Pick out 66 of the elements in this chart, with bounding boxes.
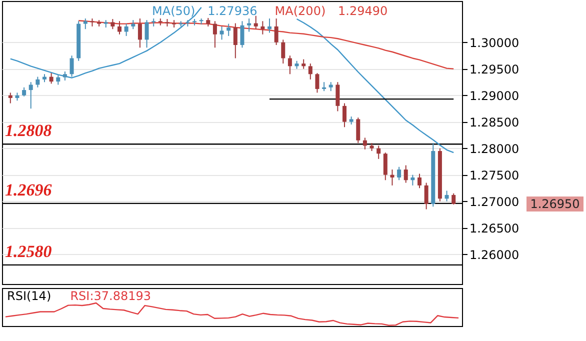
candlestick	[397, 166, 402, 181]
y-tick-label: 1.27000	[470, 194, 520, 209]
candlestick	[254, 15, 258, 30]
y-tick-label: 1.30000	[470, 36, 520, 50]
candlestick	[336, 82, 340, 112]
candlestick	[36, 76, 40, 88]
candlestick	[274, 18, 278, 46]
candlestick	[322, 82, 326, 92]
candlestick	[118, 20, 122, 35]
candlestick	[376, 145, 381, 160]
candlestick	[28, 82, 33, 110]
candlestick	[302, 58, 306, 70]
candlestick	[212, 20, 217, 48]
y-tick-label: 1.29000	[470, 88, 520, 103]
candlestick	[410, 174, 415, 186]
candlestick	[226, 23, 231, 36]
candlestick	[288, 55, 292, 75]
candlestick	[233, 22, 238, 59]
candlestick	[138, 18, 142, 48]
y-tick-label: 1.27500	[470, 168, 520, 182]
series-label: MA(50)	[152, 4, 196, 18]
candlestick	[268, 18, 272, 34]
candlestick	[356, 117, 360, 144]
series-label: RSI:37.88193	[70, 289, 151, 303]
annotation: 1.29490	[338, 4, 388, 18]
candlestick	[362, 137, 367, 150]
candlestick	[8, 92, 12, 104]
y-tick-label: 1.29500	[470, 62, 520, 76]
candlestick	[383, 152, 388, 181]
candlestick	[418, 173, 422, 189]
candlestick	[404, 164, 408, 184]
y-tick-label: 1.28500	[470, 115, 520, 130]
candlestick	[281, 39, 286, 64]
y-tick-label: 1.26500	[470, 221, 520, 236]
series-label: MA(200)	[274, 4, 326, 18]
candlestick	[131, 20, 136, 30]
candlestick	[424, 182, 428, 210]
candlestick	[260, 20, 265, 35]
ref-line-label: 1.2808	[5, 121, 52, 140]
candlestick	[444, 190, 449, 202]
candlestick	[308, 63, 312, 80]
chart-title: RSI(14)	[7, 289, 52, 303]
candlestick	[124, 23, 128, 36]
candlestick	[110, 18, 115, 30]
text: 1.26950	[530, 196, 580, 211]
candlestick	[144, 20, 149, 48]
ref-line-label: 1.2696	[5, 180, 52, 200]
candlestick	[328, 82, 333, 92]
candlestick	[22, 86, 26, 97]
candlestick	[247, 18, 252, 32]
candlestick	[390, 169, 394, 186]
candlestick	[49, 72, 54, 84]
candlestick	[70, 55, 74, 78]
candlestick	[56, 74, 60, 86]
y-tick-label: 1.26000	[470, 248, 520, 262]
annotation: 1.27936	[208, 4, 258, 18]
candlestick	[220, 26, 224, 40]
candlestick	[452, 192, 456, 206]
y-tick-label: 1.28000	[470, 142, 520, 156]
candlestick	[315, 72, 320, 94]
candlestick	[62, 70, 67, 81]
line-series	[78, 20, 454, 70]
ref-line-label: 1.2580	[5, 242, 52, 261]
candlestick	[240, 20, 244, 48]
candlestick	[342, 102, 346, 128]
candlestick	[83, 18, 88, 30]
